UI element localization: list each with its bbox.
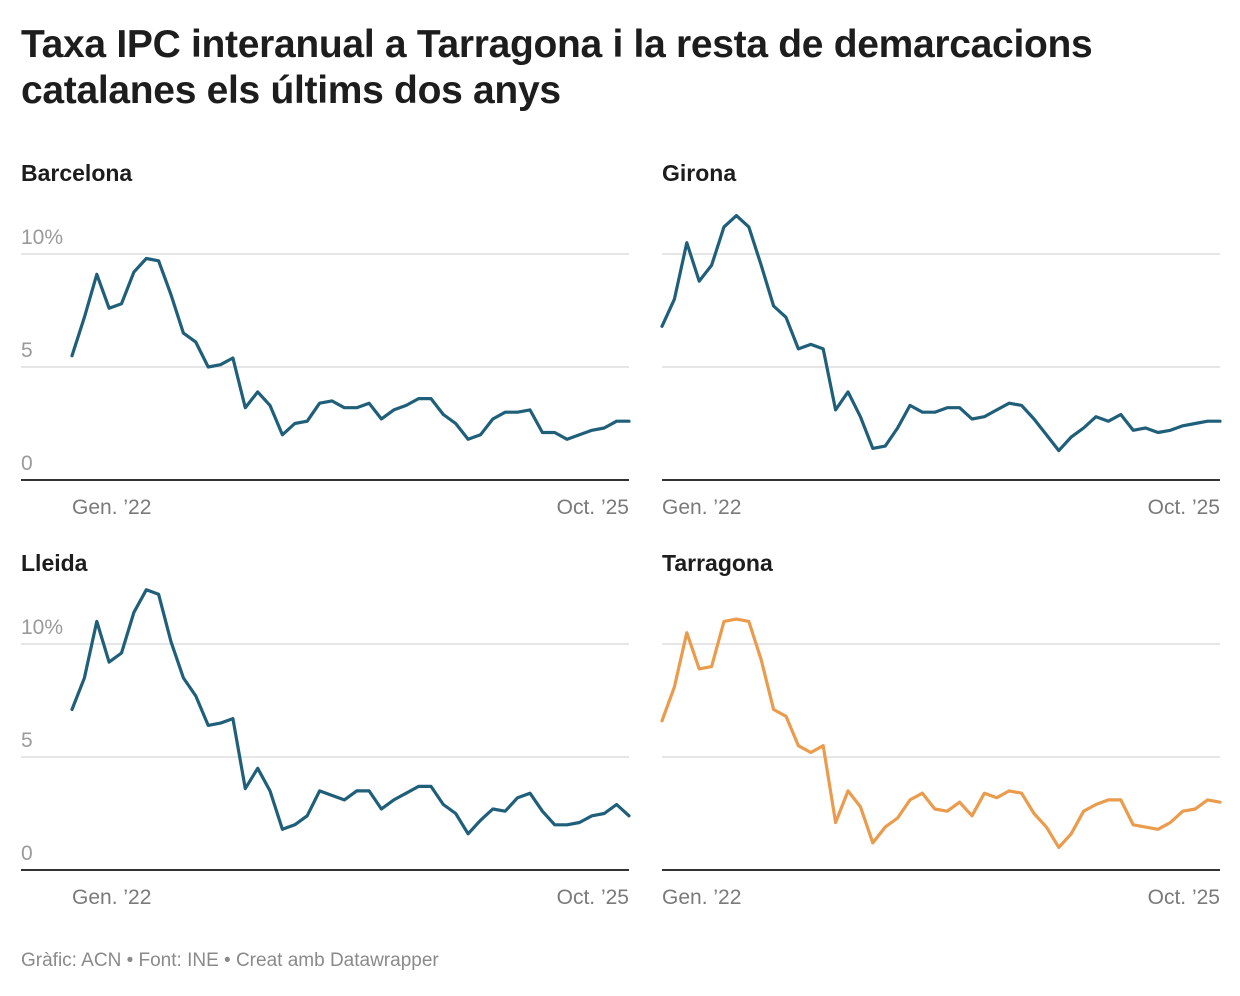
x-tick-label-start: Gen. ’22 bbox=[72, 496, 151, 519]
panel-title-barcelona: Barcelona bbox=[21, 160, 133, 186]
panel-title-lleida: Lleida bbox=[21, 550, 88, 576]
x-tick-label-end: Oct. ’25 bbox=[557, 886, 629, 909]
y-tick-label: 0 bbox=[21, 452, 33, 475]
chart-girona: Gen. ’22 Oct. ’25 bbox=[660, 214, 1222, 519]
x-tick-label-end: Oct. ’25 bbox=[557, 496, 629, 519]
series-line bbox=[660, 617, 1222, 849]
y-tick-label: 5 bbox=[21, 339, 33, 362]
chart-lleida: 10% 5 0 Gen. ’22 Oct. ’25 bbox=[21, 588, 631, 909]
chart-barcelona: 10% 5 0 Gen. ’22 Oct. ’25 bbox=[21, 226, 631, 519]
panel-lleida: Lleida 10% 5 0 Gen. ’22 Oct. ’25 bbox=[21, 550, 641, 920]
x-tick-label-end: Oct. ’25 bbox=[1148, 496, 1220, 519]
x-tick-label-start: Gen. ’22 bbox=[72, 886, 151, 909]
y-tick-label: 10% bbox=[21, 226, 63, 249]
x-tick-label-start: Gen. ’22 bbox=[662, 496, 741, 519]
y-tick-label: 5 bbox=[21, 729, 33, 752]
panel-girona: Girona Gen. ’22 Oct. ’25 bbox=[660, 160, 1240, 530]
y-tick-label: 10% bbox=[21, 616, 63, 639]
panel-title-tarragona: Tarragona bbox=[662, 550, 773, 576]
chart-tarragona: Gen. ’22 Oct. ’25 bbox=[660, 617, 1222, 909]
series-line bbox=[70, 588, 631, 836]
panel-barcelona: Barcelona 10% 5 0 Gen. ’22 Oct. ’25 bbox=[21, 160, 641, 530]
panel-tarragona: Tarragona Gen. ’22 Oct. ’25 bbox=[660, 550, 1240, 920]
series-line bbox=[660, 214, 1222, 453]
x-tick-label-end: Oct. ’25 bbox=[1148, 886, 1220, 909]
y-tick-label: 0 bbox=[21, 842, 33, 865]
panel-title-girona: Girona bbox=[662, 160, 737, 186]
x-tick-label-start: Gen. ’22 bbox=[662, 886, 741, 909]
series-line bbox=[70, 256, 631, 441]
source-footer: Gràfic: ACN • Font: INE • Creat amb Data… bbox=[21, 950, 439, 971]
chart-title: Taxa IPC interanual a Tarragona i la res… bbox=[21, 23, 1093, 112]
